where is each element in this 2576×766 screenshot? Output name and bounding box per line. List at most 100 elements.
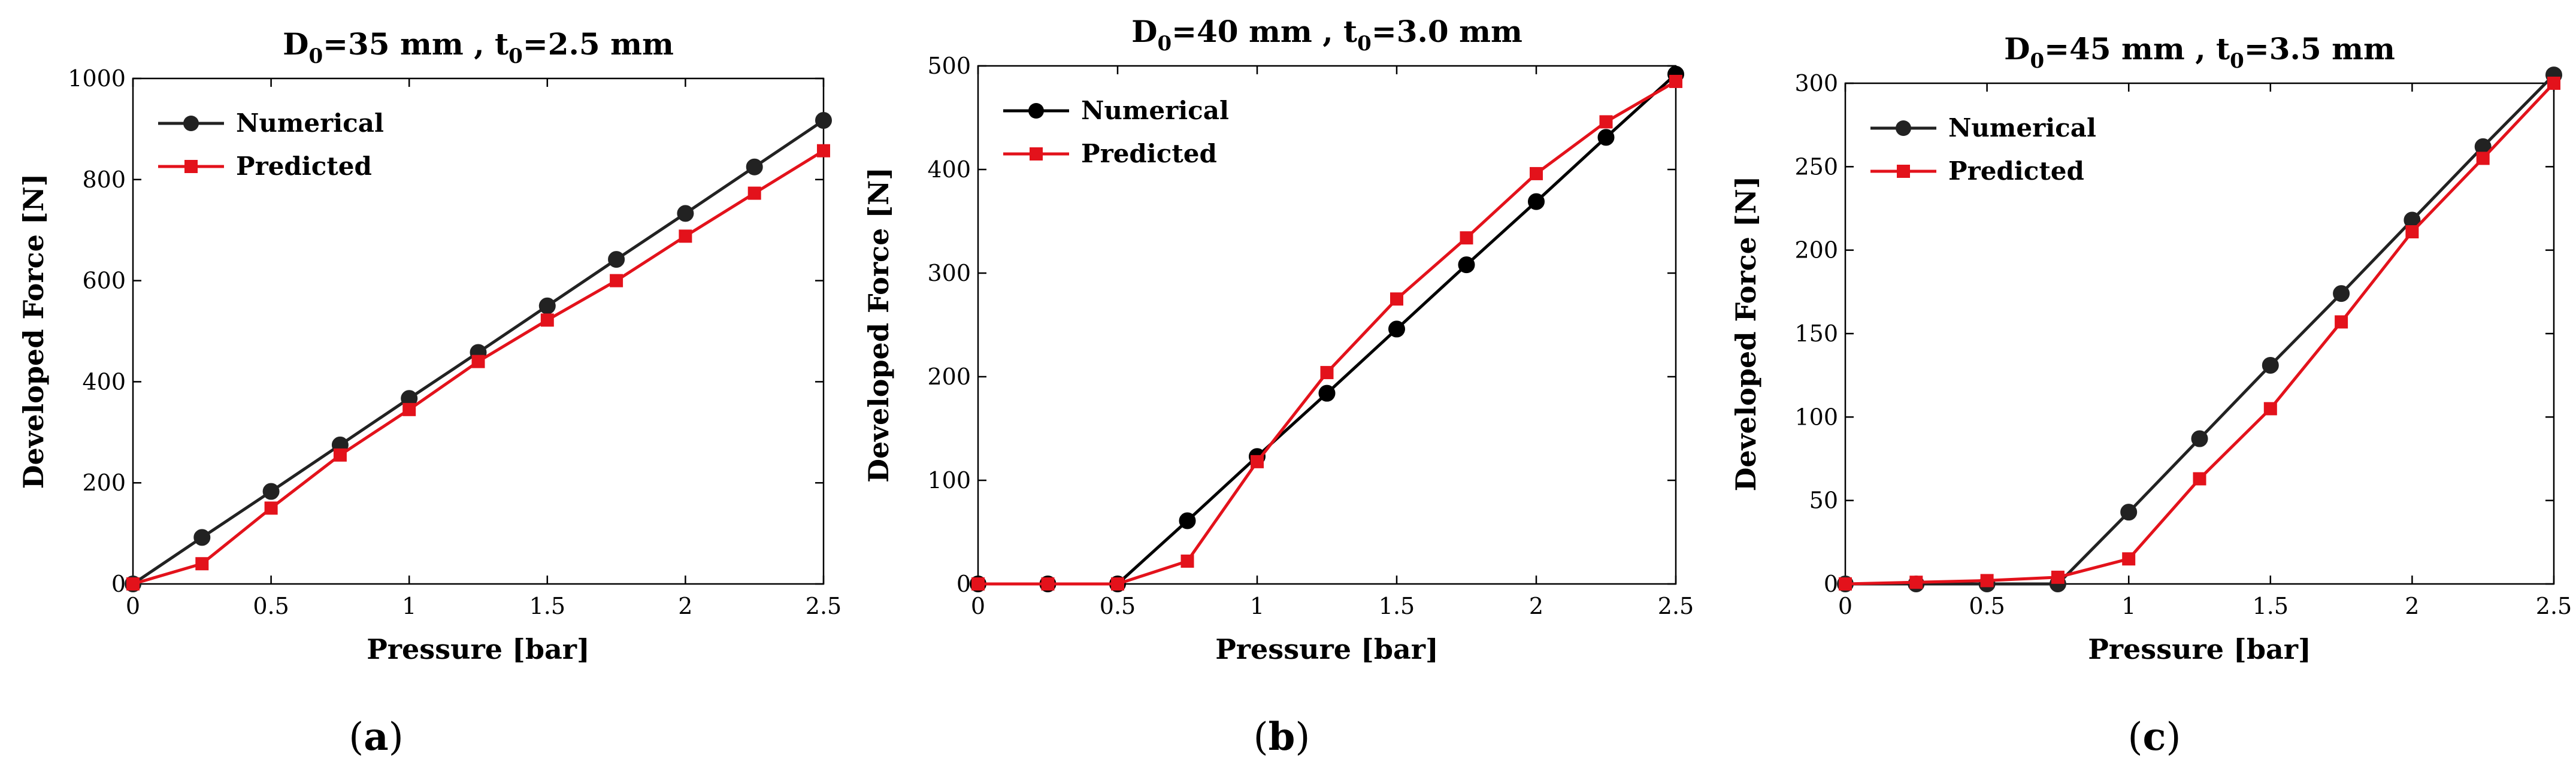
- y-tick-label: 600: [82, 268, 126, 294]
- chart-panel-c: 0 0.5 1 1.5 2 2.5 0 50 100 150 200 250 300 Pressure […: [1730, 31, 2572, 759]
- title-value: =35 mm ,: [323, 26, 495, 62]
- title-var: D: [1131, 14, 1157, 49]
- data-point-predicted: [126, 577, 140, 591]
- data-point-predicted: [2193, 472, 2206, 486]
- x-tick-label: 1: [2121, 593, 2136, 619]
- title-subscript: 0: [1157, 32, 1172, 56]
- title-value: =3.5 mm: [2244, 31, 2395, 66]
- y-tick-label: 100: [1794, 404, 1838, 430]
- data-point-predicted: [1599, 115, 1613, 129]
- chart-panel-b: 0 0.5 1 1.5 2 2.5 0 100 200 300 400 500 Pressure [ba…: [862, 14, 1694, 759]
- data-point-predicted: [1669, 74, 1682, 88]
- x-tick-label: 0: [126, 593, 140, 619]
- y-tick-label: 0: [1824, 571, 1838, 597]
- y-tick-label: 250: [1794, 153, 1838, 180]
- x-tick-label: 2: [2405, 593, 2419, 619]
- x-tick-label: 1.5: [1379, 593, 1415, 619]
- y-tick-label: 100: [927, 467, 971, 493]
- legend-label-predicted: Predicted: [1081, 139, 1217, 168]
- panel-caption: (b): [1254, 714, 1310, 759]
- data-point-numerical: [746, 158, 763, 175]
- data-point-predicted: [1460, 231, 1473, 245]
- x-tick-label: 2: [1529, 593, 1543, 619]
- legend-marker-predicted: [1897, 165, 1910, 178]
- data-point-numerical: [1597, 129, 1615, 146]
- x-tick-label: 0: [971, 593, 985, 619]
- y-axis-label: Developed Force [N]: [17, 174, 50, 489]
- data-point-predicted: [1530, 166, 1543, 180]
- data-point-predicted: [1251, 455, 1264, 468]
- data-point-predicted: [2051, 570, 2065, 584]
- title-value: =40 mm ,: [1172, 14, 1343, 49]
- data-point-predicted: [1180, 554, 1194, 568]
- caption-paren: ): [1295, 715, 1310, 759]
- legend-marker-numerical: [183, 116, 199, 131]
- data-point-predicted: [1839, 577, 1852, 591]
- y-axis-label: Developed Force [N]: [862, 167, 895, 483]
- data-point-predicted: [1041, 577, 1055, 591]
- x-tick-label: 1: [402, 593, 416, 619]
- data-point-numerical: [2191, 430, 2208, 447]
- caption-letter: b: [1269, 714, 1295, 759]
- x-tick-label: 2.5: [2536, 593, 2572, 619]
- x-tick-label: 1.5: [2253, 593, 2289, 619]
- data-point-predicted: [1111, 577, 1124, 591]
- caption-letter: a: [364, 714, 388, 759]
- data-point-predicted: [1980, 574, 1994, 588]
- legend-label-predicted: Predicted: [236, 152, 372, 181]
- data-point-numerical: [1388, 320, 1405, 338]
- legend-label-predicted: Predicted: [1948, 156, 2084, 186]
- title-var: D: [2004, 31, 2030, 66]
- data-point-numerical: [608, 251, 625, 268]
- y-tick-label: 400: [82, 368, 126, 395]
- y-tick-label: 500: [927, 53, 971, 79]
- data-point-numerical: [262, 483, 280, 500]
- title-subscript: 0: [1357, 32, 1372, 56]
- title-value: =3.0 mm: [1372, 14, 1522, 49]
- data-point-predicted: [1390, 292, 1403, 306]
- data-point-predicted: [1909, 576, 1923, 589]
- data-point-predicted: [679, 229, 692, 243]
- legend-label-numerical: Numerical: [236, 108, 384, 138]
- y-tick-label: 150: [1794, 320, 1838, 347]
- x-tick-label: 2.5: [806, 593, 841, 619]
- data-point-predicted: [471, 355, 485, 368]
- x-tick-label: 1.5: [529, 593, 565, 619]
- y-tick-label: 200: [927, 364, 971, 390]
- panel-caption: (c): [2128, 714, 2181, 759]
- x-axis-label: Pressure [bar]: [2088, 633, 2311, 665]
- x-tick-label: 2.5: [1658, 593, 1694, 619]
- data-point-predicted: [2335, 315, 2348, 329]
- x-tick-label: 0.5: [1969, 593, 2005, 619]
- y-tick-label: 300: [927, 260, 971, 286]
- legend-label-numerical: Numerical: [1948, 113, 2096, 143]
- data-point-predicted: [971, 577, 985, 591]
- plot-frame: [132, 77, 825, 585]
- caption-letter: c: [2143, 714, 2166, 759]
- data-point-numerical: [677, 205, 694, 222]
- chart-title: D0=40 mm , t0=3.0 mm: [1131, 14, 1522, 56]
- x-tick-label: 0: [1838, 593, 1852, 619]
- chart-title: D0=45 mm , t0=3.5 mm: [2004, 31, 2395, 73]
- caption-paren: ): [2166, 715, 2181, 759]
- y-tick-label: 200: [1794, 237, 1838, 264]
- x-tick-label: 0.5: [1100, 593, 1136, 619]
- plot-frame: [977, 65, 1677, 585]
- data-point-predicted: [2122, 552, 2136, 566]
- y-tick-label: 800: [82, 166, 126, 193]
- x-tick-label: 2: [678, 593, 692, 619]
- x-axis-label: Pressure [bar]: [1215, 633, 1439, 665]
- y-tick-label: 50: [1809, 488, 1838, 514]
- title-var: t: [495, 26, 508, 62]
- title-value: =2.5 mm: [523, 26, 674, 62]
- data-point-predicted: [2405, 225, 2419, 239]
- data-point-numerical: [815, 112, 832, 129]
- data-point-predicted: [540, 313, 554, 327]
- data-point-numerical: [1179, 512, 1196, 529]
- data-point-predicted: [402, 402, 416, 416]
- data-point-predicted: [1320, 366, 1334, 380]
- y-tick-label: 0: [111, 571, 126, 597]
- data-point-predicted: [817, 144, 830, 158]
- title-subscript: 0: [2030, 49, 2044, 73]
- caption-paren: ): [389, 715, 404, 759]
